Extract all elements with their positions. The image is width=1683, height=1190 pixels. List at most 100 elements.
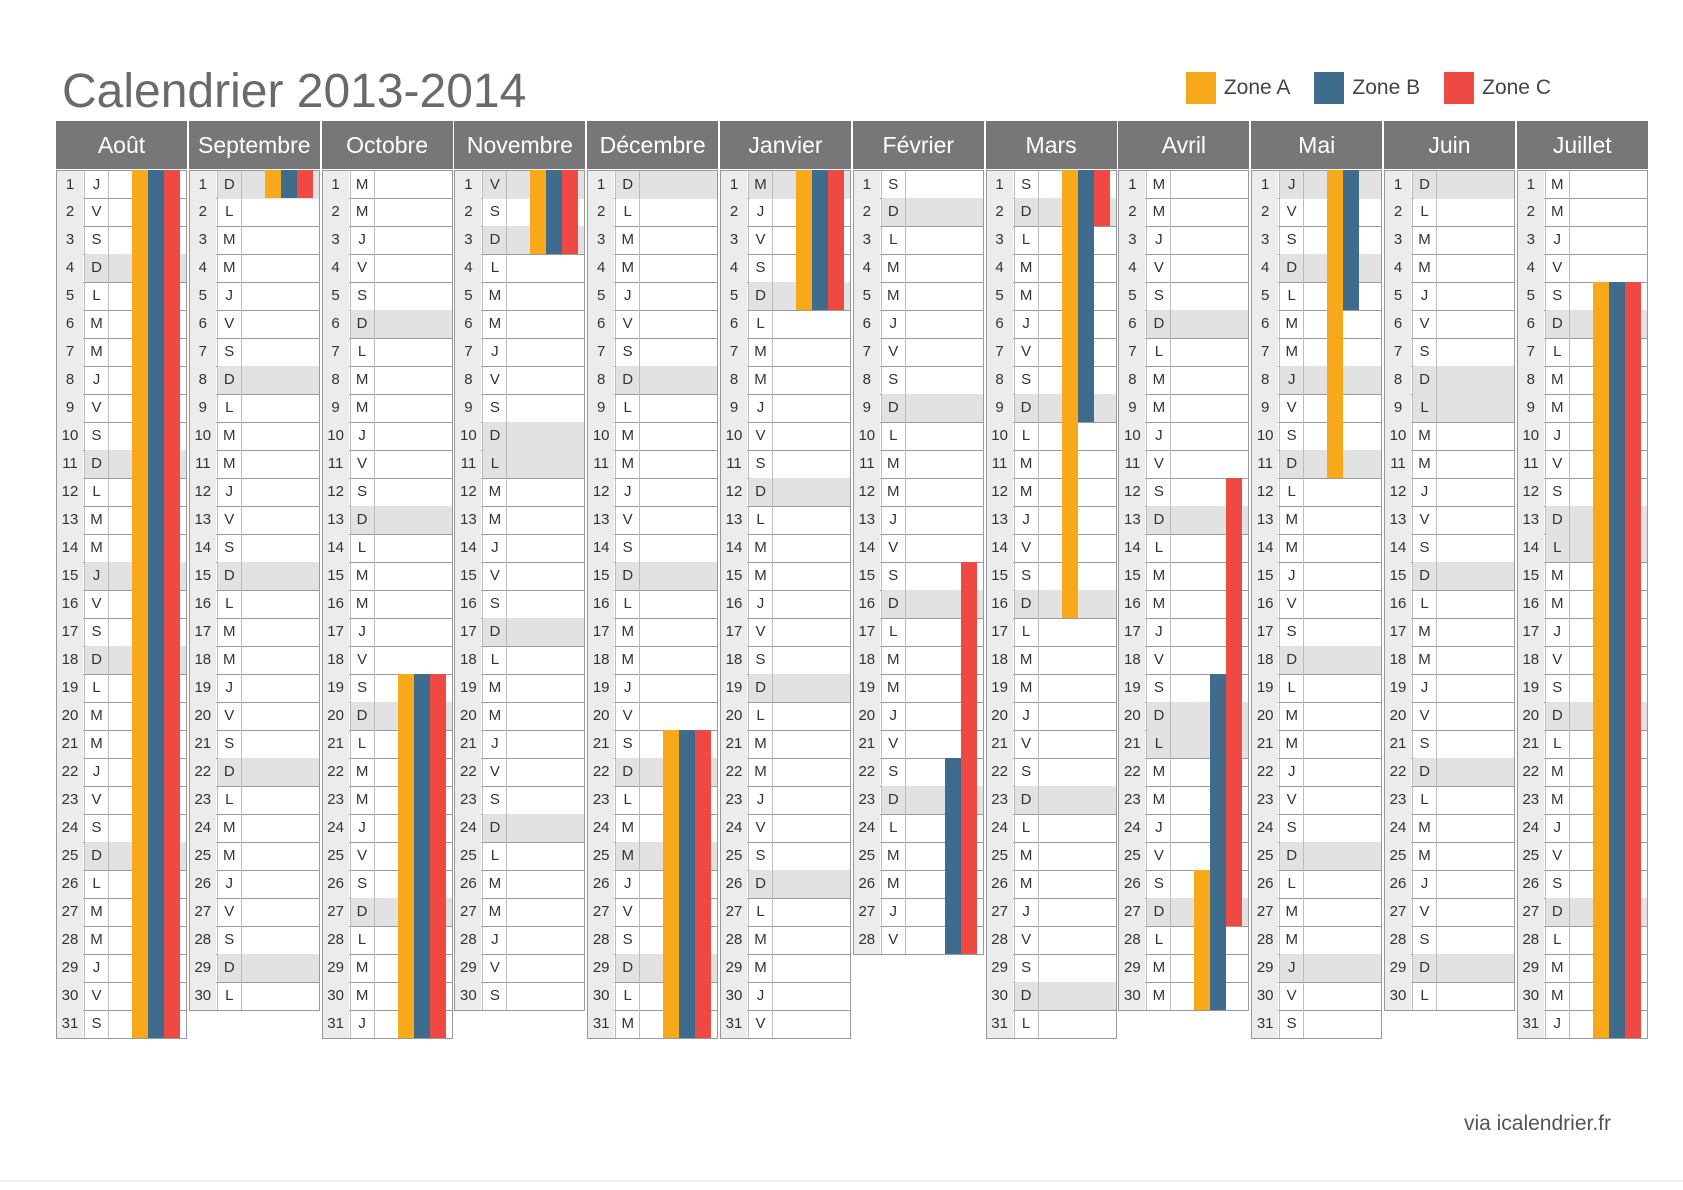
day-row: 11 M [852, 450, 984, 479]
day-of-week: L [1279, 870, 1305, 898]
day-of-week: M [1412, 814, 1437, 842]
day-number: 11 [1252, 450, 1279, 478]
day-note-area [1304, 730, 1381, 758]
day-number: 22 [189, 758, 216, 786]
day-of-week: M [615, 422, 641, 450]
day-row: 16 M [1516, 590, 1648, 619]
day-number: 17 [189, 618, 216, 646]
day-row: 14 M [56, 534, 187, 563]
day-number: 16 [853, 590, 880, 618]
day-of-week: L [84, 674, 109, 702]
day-number: 30 [1517, 982, 1544, 1010]
day-of-week: M [1279, 534, 1305, 562]
day-number: 12 [853, 478, 880, 506]
day-of-week: M [349, 171, 375, 199]
day-note-area [375, 562, 452, 590]
day-of-week: M [1544, 562, 1570, 590]
source-credit: via icalendrier.fr [1463, 1112, 1611, 1135]
day-of-week: J [1412, 282, 1437, 310]
day-note-area [640, 282, 717, 310]
day-note-area [773, 310, 850, 338]
day-number: 8 [1252, 366, 1279, 394]
day-number: 26 [588, 870, 615, 898]
day-note-area [507, 450, 585, 478]
day-note-area [507, 702, 584, 730]
day-number: 12 [1119, 478, 1146, 506]
day-of-week: D [1412, 954, 1437, 982]
day-number: 2 [588, 198, 615, 226]
day-row: 18 V [1118, 646, 1250, 675]
day-number: 21 [1119, 730, 1146, 758]
day-of-week: M [1279, 926, 1305, 954]
day-of-week: D [1013, 394, 1039, 422]
day-of-week: D [1544, 506, 1570, 534]
day-number: 9 [1517, 394, 1544, 422]
day-number: 22 [1517, 758, 1544, 786]
day-of-week: M [1412, 842, 1437, 870]
day-note-area [906, 422, 983, 450]
day-of-week: V [349, 842, 375, 870]
day-row: 16 L [1384, 590, 1515, 619]
day-row: 13 J [985, 506, 1117, 535]
day-number: 30 [1385, 982, 1411, 1010]
day-of-week: J [482, 926, 508, 954]
day-note-area [242, 506, 319, 534]
day-note-area [1304, 1010, 1381, 1038]
day-note-area [640, 534, 717, 562]
day-of-week: V [1146, 450, 1172, 478]
day-of-week: S [1279, 1010, 1305, 1038]
day-note-area [906, 534, 983, 562]
day-of-week: J [349, 814, 375, 842]
day-number: 10 [853, 422, 880, 450]
day-note-area [375, 646, 452, 674]
day-row: 23 M [1118, 786, 1250, 815]
day-note-area [906, 282, 983, 310]
month-header: Février [852, 121, 984, 169]
day-note-area [242, 842, 319, 870]
day-number: 15 [721, 562, 747, 590]
day-note-area [375, 171, 452, 199]
day-row: 24 S [1251, 814, 1383, 843]
day-of-week: D [1544, 898, 1570, 926]
day-of-week: S [84, 814, 109, 842]
day-number: 11 [57, 450, 83, 478]
day-note-area [1304, 842, 1382, 870]
day-of-week: D [1279, 254, 1305, 282]
zone-c-vacation-bar [562, 170, 579, 254]
zone-a-vacation-bar [264, 170, 281, 198]
day-note-area [507, 646, 584, 674]
day-row: 19 M [454, 674, 586, 703]
day-row: 28 L [321, 926, 453, 955]
day-row: 20 V [188, 702, 320, 731]
day-number: 17 [986, 618, 1013, 646]
day-note-area [773, 702, 850, 730]
day-of-week: S [1544, 282, 1570, 310]
day-note-area [507, 926, 584, 954]
day-of-week: J [615, 870, 641, 898]
day-of-week: S [748, 254, 773, 282]
day-number: 14 [322, 534, 349, 562]
day-note-area [1437, 198, 1514, 226]
day-row: 20 J [852, 702, 984, 731]
day-note-area [242, 254, 319, 282]
day-row: 23 L [1384, 786, 1515, 815]
day-number: 4 [1119, 254, 1146, 282]
day-number: 31 [588, 1010, 615, 1038]
day-number: 26 [1517, 870, 1544, 898]
day-of-week: L [1279, 478, 1305, 506]
day-of-week: D [880, 198, 906, 226]
day-number: 21 [1517, 730, 1544, 758]
day-of-week: M [1544, 198, 1570, 226]
day-of-week: V [615, 506, 641, 534]
day-number: 5 [57, 282, 83, 310]
day-number: 1 [853, 171, 880, 199]
day-row: 15 M [1516, 562, 1648, 591]
day-of-week: D [482, 814, 508, 842]
day-note-area [1171, 226, 1248, 254]
day-of-week: M [880, 450, 906, 478]
zone-a-vacation-bar [663, 730, 680, 1038]
